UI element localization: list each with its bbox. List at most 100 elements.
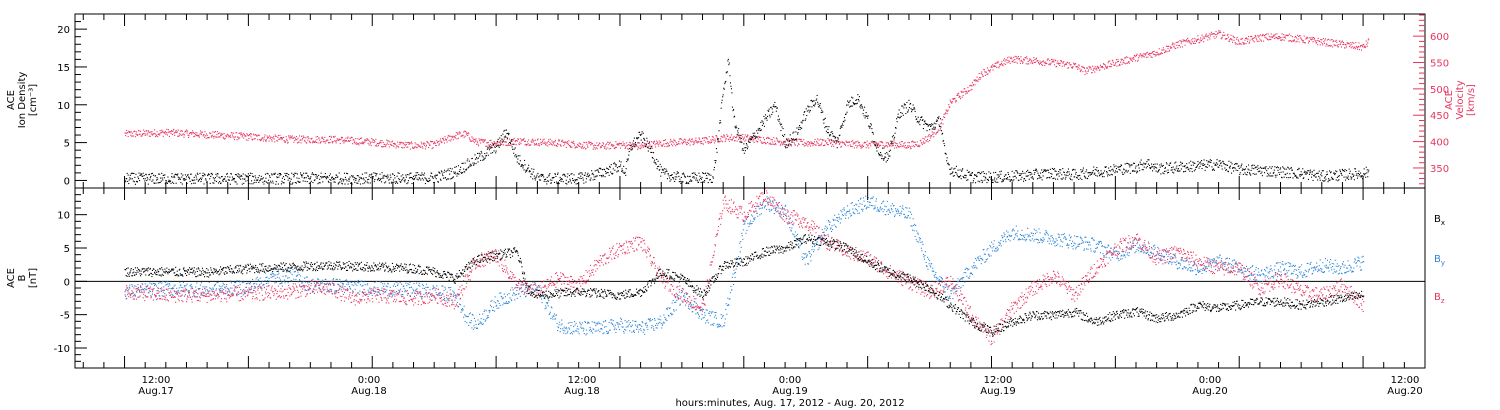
density-series-point bbox=[512, 143, 514, 145]
density-series-point bbox=[376, 173, 378, 175]
velocity-series-point bbox=[1287, 34, 1289, 36]
velocity-series-point bbox=[1329, 39, 1331, 41]
velocity-series-point bbox=[906, 145, 908, 147]
velocity-series-point bbox=[766, 138, 768, 140]
velocity-series-point bbox=[624, 143, 626, 145]
density-series-point bbox=[564, 174, 566, 176]
density-series-point bbox=[762, 121, 764, 123]
density-series-point bbox=[1139, 161, 1141, 163]
velocity-series-point bbox=[1239, 43, 1241, 45]
density-series-point bbox=[442, 175, 444, 177]
density-series-point bbox=[857, 98, 859, 100]
velocity-series-point bbox=[181, 134, 183, 136]
density-series-point bbox=[841, 123, 843, 125]
density-series-point bbox=[182, 178, 184, 180]
density-series-point bbox=[464, 171, 466, 173]
velocity-series-point bbox=[1063, 61, 1065, 63]
density-series-point bbox=[193, 182, 195, 184]
velocity-series-point bbox=[622, 141, 624, 143]
velocity-series-point bbox=[1329, 45, 1331, 47]
density-series-point bbox=[214, 180, 216, 182]
velocity-series-point bbox=[1326, 43, 1328, 45]
density-series-point bbox=[676, 176, 678, 178]
velocity-series-point bbox=[248, 137, 250, 139]
velocity-series-point bbox=[1356, 46, 1358, 48]
density-series-point bbox=[1141, 169, 1143, 171]
velocity-series-point bbox=[1203, 41, 1205, 43]
density-series-point bbox=[254, 175, 256, 177]
velocity-series-point bbox=[450, 138, 452, 140]
velocity-series-point bbox=[780, 143, 782, 145]
velocity-series-point bbox=[885, 142, 887, 144]
density-series-point bbox=[1091, 172, 1093, 174]
density-series-point bbox=[1116, 171, 1118, 173]
velocity-series-point bbox=[183, 134, 185, 136]
velocity-series-point bbox=[1233, 39, 1235, 41]
velocity-series-point bbox=[401, 146, 403, 148]
density-series-point bbox=[988, 171, 990, 173]
velocity-series-point bbox=[793, 142, 795, 144]
density-series-point bbox=[823, 122, 825, 124]
density-series-point bbox=[400, 181, 402, 183]
velocity-series-point bbox=[723, 134, 725, 136]
velocity-series-point bbox=[281, 138, 283, 140]
velocity-series-point bbox=[561, 140, 563, 142]
velocity-series-point bbox=[895, 142, 897, 144]
velocity-series-point bbox=[161, 129, 163, 131]
density-series-point bbox=[632, 140, 634, 142]
velocity-series-point bbox=[1259, 34, 1261, 36]
velocity-series-point bbox=[1159, 53, 1161, 55]
velocity-series-point bbox=[355, 138, 357, 140]
density-series-point bbox=[268, 179, 270, 181]
velocity-series-point bbox=[263, 138, 265, 140]
density-series-point bbox=[297, 180, 299, 182]
velocity-series-point bbox=[138, 130, 140, 132]
velocity-series-point bbox=[393, 146, 395, 148]
velocity-series-point bbox=[680, 138, 682, 140]
density-series-point bbox=[1301, 173, 1303, 175]
density-series-point bbox=[396, 175, 398, 177]
velocity-series-point bbox=[189, 133, 191, 135]
velocity-series-point bbox=[360, 143, 362, 145]
density-series-point bbox=[1350, 178, 1352, 180]
density-series-point bbox=[512, 148, 514, 150]
density-series-point bbox=[918, 122, 920, 124]
density-series-point bbox=[727, 60, 729, 62]
velocity-series-point bbox=[415, 146, 417, 148]
density-series-point bbox=[1172, 171, 1174, 173]
density-series-point bbox=[1134, 170, 1136, 172]
by-series-point bbox=[150, 295, 152, 297]
by-series-point bbox=[132, 296, 134, 298]
density-series-point bbox=[1200, 161, 1202, 163]
by-series-point bbox=[140, 286, 142, 288]
velocity-series-point bbox=[385, 145, 387, 147]
density-series-point bbox=[1197, 163, 1199, 165]
velocity-series-point bbox=[232, 132, 234, 134]
velocity-series-point bbox=[1006, 62, 1008, 64]
velocity-series-point bbox=[374, 145, 376, 147]
density-series-point bbox=[657, 160, 659, 162]
density-series-point bbox=[836, 140, 838, 142]
density-series-point bbox=[175, 173, 177, 175]
density-series-point bbox=[796, 127, 798, 129]
velocity-series-point bbox=[657, 141, 659, 143]
density-series-point bbox=[867, 115, 869, 117]
density-series-point bbox=[387, 176, 389, 178]
density-series-point bbox=[791, 139, 793, 141]
density-series-point bbox=[739, 137, 741, 139]
velocity-series-point bbox=[364, 139, 366, 141]
top-left-tick-label: 15 bbox=[57, 63, 70, 74]
density-series-point bbox=[1135, 167, 1137, 169]
density-series-point bbox=[256, 179, 258, 181]
density-series-point bbox=[215, 173, 217, 175]
velocity-series-point bbox=[351, 136, 353, 138]
velocity-series-point bbox=[333, 136, 335, 138]
velocity-series-point bbox=[564, 143, 566, 145]
density-series-point bbox=[897, 116, 899, 118]
velocity-series-point bbox=[678, 138, 680, 140]
density-series-point bbox=[1129, 166, 1131, 168]
velocity-series-point bbox=[1039, 63, 1041, 65]
density-series-point bbox=[745, 143, 747, 145]
velocity-series-point bbox=[440, 140, 442, 142]
velocity-series-point bbox=[328, 142, 330, 144]
